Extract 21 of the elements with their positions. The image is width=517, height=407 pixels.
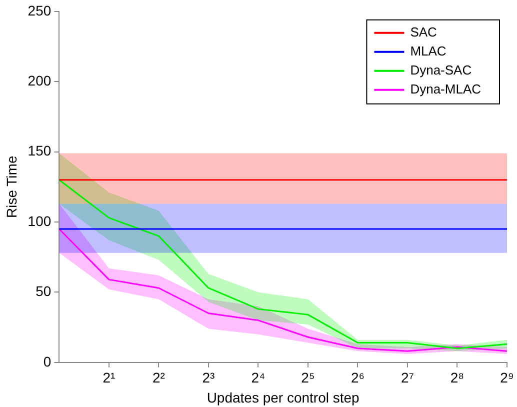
y-tick-label: 0 <box>43 353 52 370</box>
x-tick-label: 2⁶ <box>350 370 364 386</box>
y-tick-label: 50 <box>36 283 52 300</box>
y-tick-label: 200 <box>28 72 52 88</box>
x-tick-label: 2² <box>152 370 166 386</box>
x-tick-label: 2⁹ <box>500 370 514 386</box>
legend-label: SAC <box>410 24 437 40</box>
y-tick-label: 100 <box>28 212 52 229</box>
legend-label: Dyna-SAC <box>410 62 472 78</box>
legend-label: MLAC <box>410 43 446 58</box>
x-axis-title: Updates per control step <box>206 389 360 406</box>
y-tick-label: 150 <box>28 142 52 159</box>
legend-label: Dyna-MLAC <box>410 81 481 96</box>
x-tick-label: 2⁴ <box>251 370 266 386</box>
x-tick-label: 2³ <box>202 370 215 386</box>
x-tick-label: 2⁵ <box>301 370 315 386</box>
y-tick-label: 250 <box>28 2 52 18</box>
x-tick-label: 2¹ <box>102 370 116 386</box>
y-axis-title: Rise Time <box>3 156 20 218</box>
x-tick-label: 2⁷ <box>401 370 414 386</box>
x-tick-label: 2⁸ <box>450 370 464 386</box>
